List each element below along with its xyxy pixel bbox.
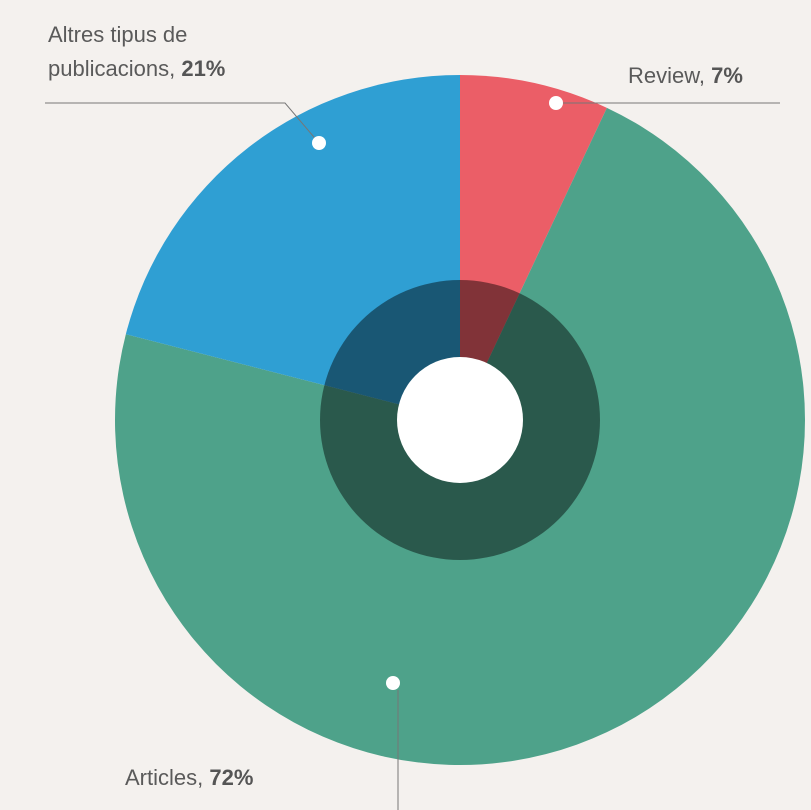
slice-label: Altres tipus de publicacions, 21% <box>48 18 288 86</box>
slice-value: 7% <box>711 63 743 88</box>
pie-slice <box>125 74 460 420</box>
slice-value: 72% <box>209 765 254 790</box>
slice-label: Review, 7% <box>628 59 743 93</box>
label-dot <box>312 136 326 150</box>
label-dot <box>386 676 400 690</box>
separator: , <box>698 63 706 88</box>
pie-slice <box>460 75 607 420</box>
slice-name: Review <box>628 63 699 88</box>
slice-name: Articles <box>125 765 198 790</box>
leader-line <box>45 102 320 144</box>
separator: , <box>169 56 176 81</box>
label-dot <box>549 96 563 110</box>
slice-label: Articles, 72% <box>125 761 253 795</box>
center-hole <box>397 357 523 483</box>
separator: , <box>197 765 204 790</box>
slice-name: Altres tipus de publicacions <box>48 22 188 81</box>
slice-value: 21% <box>181 56 226 81</box>
